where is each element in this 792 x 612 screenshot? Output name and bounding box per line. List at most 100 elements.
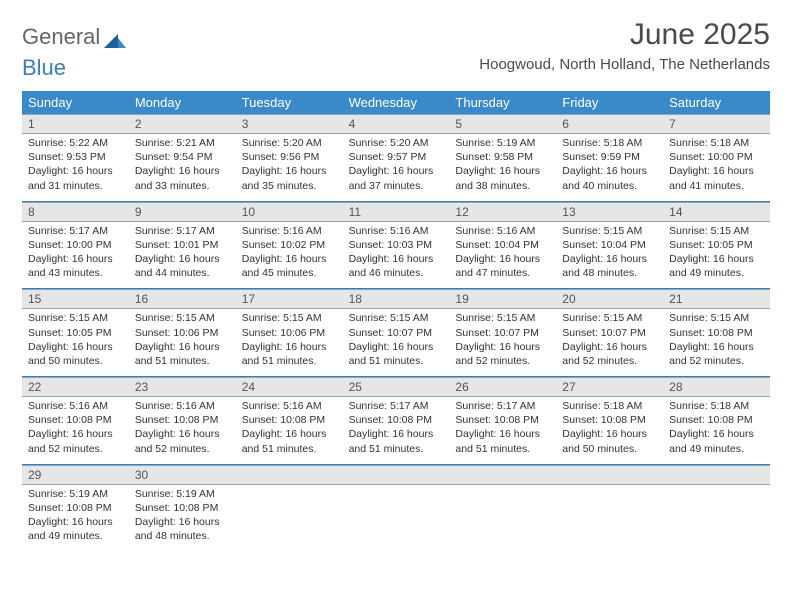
sunrise-text: Sunrise: 5:18 AM <box>669 399 764 413</box>
daylight-text: Daylight: 16 hours and 52 minutes. <box>455 340 550 368</box>
sunrise-text: Sunrise: 5:19 AM <box>28 487 123 501</box>
day-number: 20 <box>556 290 663 308</box>
day-cell: Sunrise: 5:16 AMSunset: 10:08 PMDaylight… <box>129 397 236 464</box>
daylight-text: Daylight: 16 hours and 51 minutes. <box>349 340 444 368</box>
day-cell <box>236 485 343 552</box>
daylight-text: Daylight: 16 hours and 47 minutes. <box>455 252 550 280</box>
calendar: Sunday Monday Tuesday Wednesday Thursday… <box>22 91 770 551</box>
sunrise-text: Sunrise: 5:18 AM <box>562 399 657 413</box>
daynum-row: 891011121314 <box>22 202 770 222</box>
day-cell <box>343 485 450 552</box>
daylight-text: Daylight: 16 hours and 52 minutes. <box>135 427 230 455</box>
day-cell: Sunrise: 5:15 AMSunset: 10:06 PMDaylight… <box>236 309 343 376</box>
sunrise-text: Sunrise: 5:21 AM <box>135 136 230 150</box>
daylight-text: Daylight: 16 hours and 52 minutes. <box>562 340 657 368</box>
logo: General <box>22 24 128 50</box>
day-number: 16 <box>129 290 236 308</box>
day-number <box>556 466 663 484</box>
daylight-text: Daylight: 16 hours and 51 minutes. <box>135 340 230 368</box>
sunset-text: Sunset: 10:08 PM <box>135 501 230 515</box>
day-number: 11 <box>343 203 450 221</box>
dow-mon: Monday <box>129 91 236 114</box>
daylight-text: Daylight: 16 hours and 38 minutes. <box>455 164 550 192</box>
dow-fri: Friday <box>556 91 663 114</box>
sunset-text: Sunset: 9:58 PM <box>455 150 550 164</box>
daylight-text: Daylight: 16 hours and 40 minutes. <box>562 164 657 192</box>
day-cell: Sunrise: 5:17 AMSunset: 10:01 PMDaylight… <box>129 222 236 289</box>
day-number <box>236 466 343 484</box>
daylight-text: Daylight: 16 hours and 51 minutes. <box>242 427 337 455</box>
daylight-text: Daylight: 16 hours and 43 minutes. <box>28 252 123 280</box>
dow-thu: Thursday <box>449 91 556 114</box>
sunrise-text: Sunrise: 5:15 AM <box>669 311 764 325</box>
daylight-text: Daylight: 16 hours and 52 minutes. <box>28 427 123 455</box>
day-number: 22 <box>22 378 129 396</box>
day-number: 8 <box>22 203 129 221</box>
daylight-text: Daylight: 16 hours and 50 minutes. <box>28 340 123 368</box>
sunset-text: Sunset: 9:54 PM <box>135 150 230 164</box>
day-number: 24 <box>236 378 343 396</box>
sunset-text: Sunset: 10:08 PM <box>135 413 230 427</box>
day-number: 27 <box>556 378 663 396</box>
day-cell: Sunrise: 5:21 AMSunset: 9:54 PMDaylight:… <box>129 134 236 201</box>
day-number: 19 <box>449 290 556 308</box>
day-cell: Sunrise: 5:20 AMSunset: 9:56 PMDaylight:… <box>236 134 343 201</box>
daylight-text: Daylight: 16 hours and 35 minutes. <box>242 164 337 192</box>
day-cell: Sunrise: 5:18 AMSunset: 9:59 PMDaylight:… <box>556 134 663 201</box>
daylight-text: Daylight: 16 hours and 49 minutes. <box>669 427 764 455</box>
day-number: 5 <box>449 115 556 133</box>
sunset-text: Sunset: 10:08 PM <box>669 326 764 340</box>
day-cell <box>663 485 770 552</box>
daylight-text: Daylight: 16 hours and 51 minutes. <box>349 427 444 455</box>
daylight-text: Daylight: 16 hours and 45 minutes. <box>242 252 337 280</box>
logo-text-1: General <box>22 24 100 50</box>
logo-text-2: Blue <box>22 55 66 81</box>
sunrise-text: Sunrise: 5:15 AM <box>562 224 657 238</box>
day-number: 29 <box>22 466 129 484</box>
sunset-text: Sunset: 9:53 PM <box>28 150 123 164</box>
day-cell: Sunrise: 5:18 AMSunset: 10:08 PMDaylight… <box>663 397 770 464</box>
daylight-text: Daylight: 16 hours and 49 minutes. <box>669 252 764 280</box>
sunset-text: Sunset: 10:00 PM <box>28 238 123 252</box>
sunrise-text: Sunrise: 5:15 AM <box>242 311 337 325</box>
day-number: 12 <box>449 203 556 221</box>
sunset-text: Sunset: 10:08 PM <box>28 501 123 515</box>
page-title: June 2025 <box>479 18 770 52</box>
day-cell: Sunrise: 5:16 AMSunset: 10:04 PMDaylight… <box>449 222 556 289</box>
day-cell: Sunrise: 5:19 AMSunset: 9:58 PMDaylight:… <box>449 134 556 201</box>
sunset-text: Sunset: 10:08 PM <box>562 413 657 427</box>
sunrise-text: Sunrise: 5:17 AM <box>349 399 444 413</box>
sunset-text: Sunset: 10:07 PM <box>562 326 657 340</box>
sunrise-text: Sunrise: 5:20 AM <box>349 136 444 150</box>
daylight-text: Daylight: 16 hours and 48 minutes. <box>135 515 230 543</box>
day-cell: Sunrise: 5:22 AMSunset: 9:53 PMDaylight:… <box>22 134 129 201</box>
sunset-text: Sunset: 10:08 PM <box>28 413 123 427</box>
weekday-header: Sunday Monday Tuesday Wednesday Thursday… <box>22 91 770 114</box>
sunrise-text: Sunrise: 5:15 AM <box>135 311 230 325</box>
sunrise-text: Sunrise: 5:18 AM <box>562 136 657 150</box>
sunset-text: Sunset: 10:03 PM <box>349 238 444 252</box>
sunrise-text: Sunrise: 5:19 AM <box>455 136 550 150</box>
sunrise-text: Sunrise: 5:16 AM <box>242 399 337 413</box>
day-number <box>449 466 556 484</box>
day-number: 30 <box>129 466 236 484</box>
daylight-text: Daylight: 16 hours and 51 minutes. <box>455 427 550 455</box>
day-number: 17 <box>236 290 343 308</box>
sunrise-text: Sunrise: 5:22 AM <box>28 136 123 150</box>
day-cell: Sunrise: 5:18 AMSunset: 10:00 PMDaylight… <box>663 134 770 201</box>
sunset-text: Sunset: 10:00 PM <box>669 150 764 164</box>
week-row: Sunrise: 5:16 AMSunset: 10:08 PMDaylight… <box>22 397 770 465</box>
day-number: 23 <box>129 378 236 396</box>
sunset-text: Sunset: 10:07 PM <box>455 326 550 340</box>
day-number: 26 <box>449 378 556 396</box>
sunrise-text: Sunrise: 5:18 AM <box>669 136 764 150</box>
daylight-text: Daylight: 16 hours and 31 minutes. <box>28 164 123 192</box>
sunset-text: Sunset: 10:08 PM <box>455 413 550 427</box>
sunset-text: Sunset: 10:08 PM <box>242 413 337 427</box>
daylight-text: Daylight: 16 hours and 33 minutes. <box>135 164 230 192</box>
sunset-text: Sunset: 10:05 PM <box>669 238 764 252</box>
location-text: Hoogwoud, North Holland, The Netherlands <box>479 56 770 73</box>
dow-sun: Sunday <box>22 91 129 114</box>
sunrise-text: Sunrise: 5:17 AM <box>135 224 230 238</box>
sunrise-text: Sunrise: 5:16 AM <box>455 224 550 238</box>
